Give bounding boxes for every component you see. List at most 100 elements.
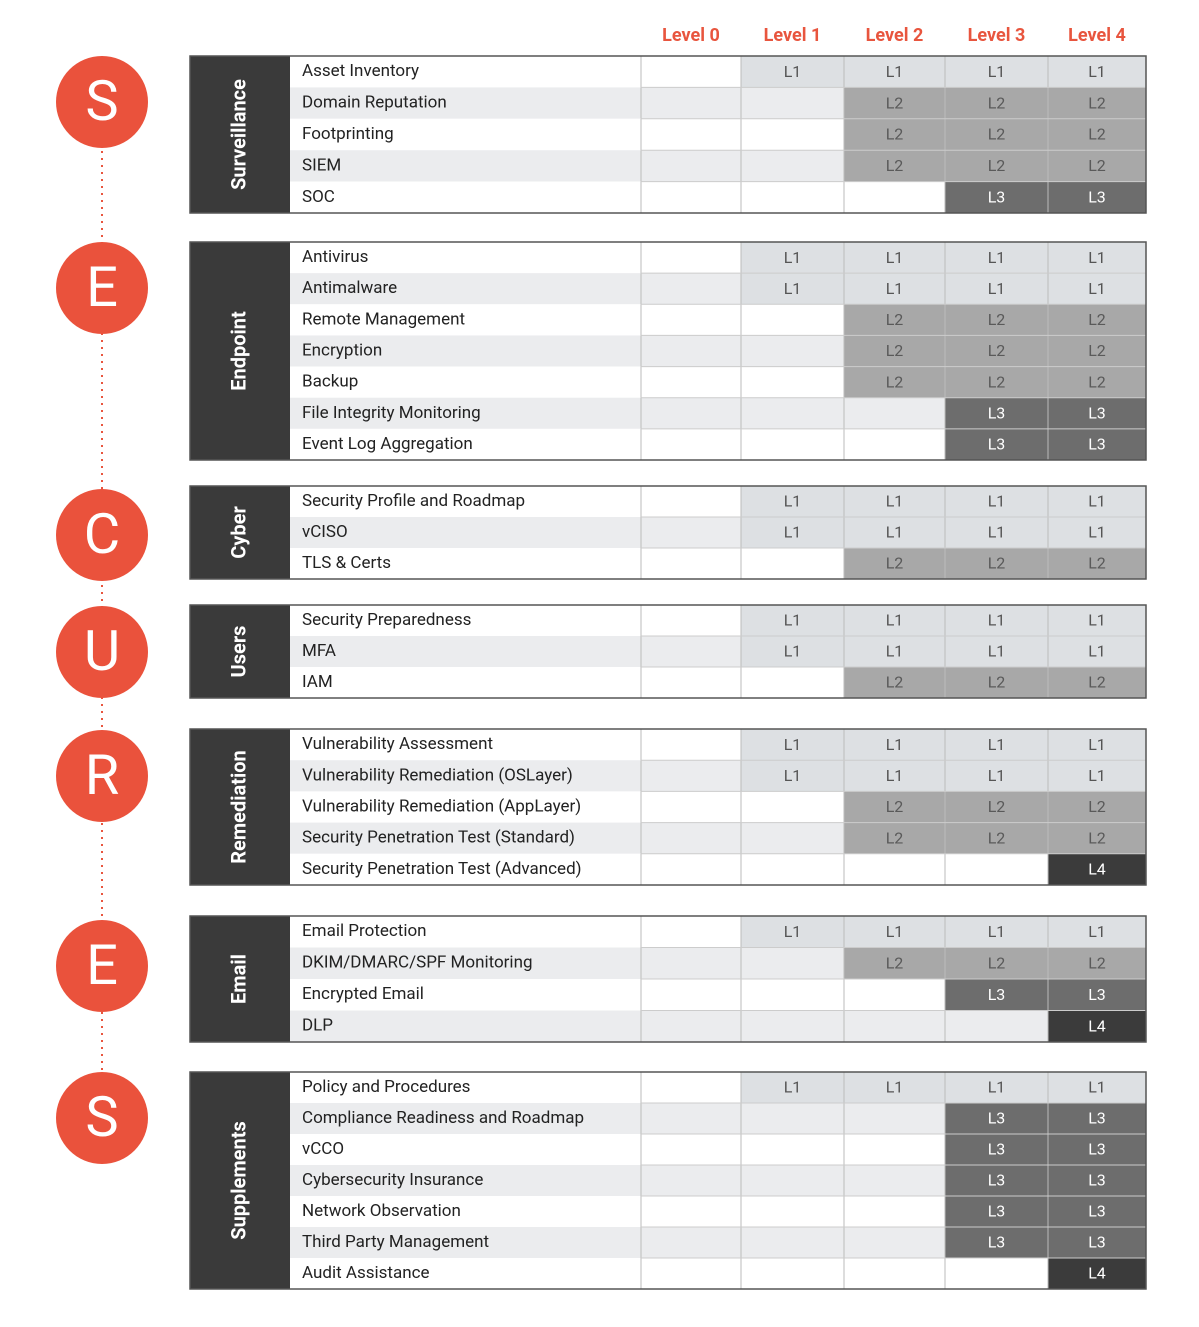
- row-label: Event Log Aggregation: [302, 434, 473, 454]
- letter-circle: [56, 606, 148, 698]
- level-cell: [1048, 242, 1146, 274]
- level-cell: [945, 517, 1048, 548]
- cell-label: L2: [1088, 93, 1106, 112]
- section-label: Surveillance: [226, 79, 250, 190]
- section-label-bg: [190, 242, 290, 460]
- row-bg: [290, 1258, 1146, 1289]
- section-label: Remediation: [226, 750, 250, 864]
- cell-label: L2: [886, 125, 904, 144]
- cell-label: L3: [1088, 1202, 1106, 1221]
- level-cell: [844, 118, 945, 151]
- cell-label: L3: [988, 985, 1006, 1004]
- level-cell: [1048, 486, 1146, 517]
- level-cell: [945, 273, 1048, 305]
- cell-label: L3: [1088, 1171, 1106, 1190]
- level-cell: [844, 87, 945, 119]
- letter: R: [85, 742, 120, 808]
- level-cell: [844, 56, 945, 88]
- cell-label: L1: [1088, 642, 1106, 661]
- cell-label: L1: [988, 62, 1006, 81]
- cell-label: L3: [988, 1140, 1006, 1159]
- section-border: [189, 55, 1147, 214]
- cell-label: L1: [988, 248, 1006, 267]
- cell-label: L1: [988, 735, 1006, 754]
- level-cell: [945, 947, 1048, 979]
- cell-label: L3: [988, 1109, 1006, 1128]
- level-cell: [741, 517, 844, 548]
- level-cell: [945, 667, 1048, 698]
- cell-label: L1: [784, 642, 802, 661]
- section-label-bg: [190, 1072, 290, 1289]
- section-border: [189, 728, 1147, 886]
- section-label: Supplements: [226, 1121, 250, 1240]
- cell-label: L1: [886, 492, 904, 511]
- level-cell: [1048, 397, 1146, 429]
- row-label: Asset Inventory: [302, 61, 419, 81]
- letter-circle: [56, 920, 148, 1012]
- level-cell: [844, 150, 945, 182]
- row-label: Security Penetration Test (Standard): [302, 828, 575, 848]
- section-border: [189, 241, 1147, 461]
- cell-label: L1: [1088, 735, 1106, 754]
- level-cell: [945, 636, 1048, 667]
- level-cell: [1048, 605, 1146, 636]
- cell-label: L4: [1088, 1264, 1106, 1283]
- cell-label: L2: [988, 372, 1006, 391]
- row-label: DLP: [302, 1016, 333, 1036]
- cell-label: L2: [886, 673, 904, 692]
- cell-label: L3: [988, 1202, 1006, 1221]
- row-label: Vulnerability Remediation (OSLayer): [302, 765, 573, 785]
- cell-label: L2: [988, 828, 1006, 847]
- level-cell: [1048, 947, 1146, 979]
- level-cell: [844, 636, 945, 667]
- letter-circle: [56, 489, 148, 581]
- cell-label: L1: [886, 279, 904, 298]
- cell-label: L2: [1088, 125, 1106, 144]
- level-cell: [741, 56, 844, 88]
- level-cell: [945, 548, 1048, 579]
- level-cell: [1048, 118, 1146, 151]
- level-cell: [1048, 916, 1146, 948]
- cell-label: L2: [988, 125, 1006, 144]
- level-cell: [741, 729, 844, 761]
- cell-label: L1: [784, 279, 802, 298]
- level-cell: [741, 486, 844, 517]
- cell-label: L1: [784, 523, 802, 542]
- row-label: Domain Reputation: [302, 93, 447, 113]
- level-cell: [945, 1227, 1048, 1258]
- cell-label: L1: [988, 642, 1006, 661]
- level-cell: [945, 335, 1048, 367]
- level-header: Level 2: [866, 25, 924, 46]
- cell-label: L2: [886, 310, 904, 329]
- level-cell: [844, 947, 945, 979]
- row-label: File Integrity Monitoring: [302, 403, 481, 423]
- level-cell: [844, 486, 945, 517]
- row-label: Security Profile and Roadmap: [302, 491, 525, 511]
- cell-label: L1: [1088, 492, 1106, 511]
- letter-circle: [56, 56, 148, 148]
- section-label-bg: [190, 916, 290, 1042]
- level-cell: [1048, 366, 1146, 398]
- level-cell: [844, 366, 945, 398]
- cell-label: L1: [1088, 1078, 1106, 1097]
- level-cell: [844, 517, 945, 548]
- level-cell: [844, 605, 945, 636]
- letter: E: [86, 254, 118, 320]
- level-cell: [741, 273, 844, 305]
- letter: U: [84, 618, 120, 684]
- level-cell: [1048, 636, 1146, 667]
- level-cell: [945, 304, 1048, 336]
- cell-label: L2: [988, 341, 1006, 360]
- level-cell: [1048, 335, 1146, 367]
- section-border: [189, 485, 1147, 580]
- level-cell: [844, 791, 945, 823]
- level-cell: [844, 916, 945, 948]
- cell-label: L2: [988, 797, 1006, 816]
- level-header: Level 4: [1068, 25, 1126, 46]
- level-cell: [844, 667, 945, 698]
- level-cell: [844, 242, 945, 274]
- level-cell: [945, 979, 1048, 1011]
- cell-label: L2: [886, 93, 904, 112]
- cell-label: L1: [1088, 922, 1106, 941]
- cell-label: L2: [886, 372, 904, 391]
